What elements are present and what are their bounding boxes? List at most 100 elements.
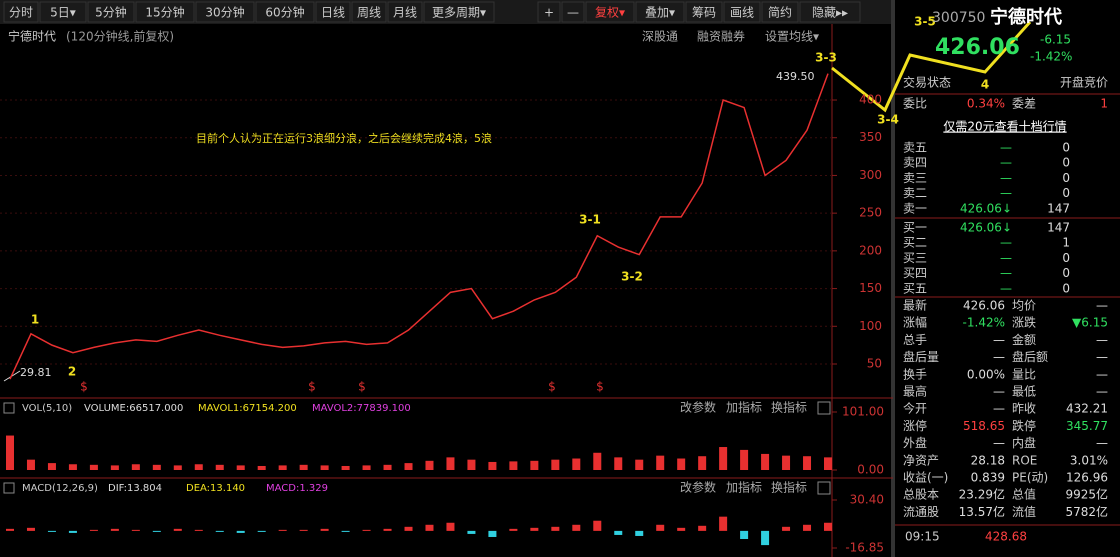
tool-button[interactable] <box>685 1 723 23</box>
book-label: 卖三 <box>903 171 927 185</box>
tool-label[interactable]: 15分钟 <box>145 5 184 20</box>
book-volume: 147 <box>1047 201 1070 215</box>
bar <box>320 528 329 531</box>
stat-label: 总股本 <box>903 488 939 502</box>
tool-button[interactable] <box>761 1 799 23</box>
bar <box>593 452 602 470</box>
bar <box>299 464 308 470</box>
bar <box>446 457 455 470</box>
panel-button[interactable]: 换指标 <box>771 480 807 495</box>
tool-button[interactable] <box>537 1 561 23</box>
panel-button[interactable]: 换指标 <box>771 400 807 415</box>
tool-label[interactable]: 5日▾ <box>50 6 76 20</box>
bar <box>530 527 539 531</box>
panel-close[interactable] <box>817 481 831 495</box>
panel-legend: MAVOL1:67154.200 <box>198 403 297 414</box>
tool-label[interactable]: + <box>544 6 554 20</box>
tool-button[interactable] <box>195 1 255 23</box>
tool-button[interactable] <box>351 1 387 23</box>
stat-label: 盘后额 <box>1012 349 1048 364</box>
tool-button[interactable] <box>39 1 87 23</box>
book-label: 卖二 <box>903 186 927 200</box>
bar <box>740 530 749 540</box>
tool-label[interactable]: 画线 <box>730 6 754 20</box>
tool-label[interactable]: 简约 <box>768 5 792 20</box>
row-value: 0.34% <box>967 97 1005 111</box>
bar <box>173 528 182 531</box>
stat-value: 28.18 <box>971 453 1005 467</box>
book-volume: 0 <box>1062 281 1070 295</box>
bar <box>572 524 581 531</box>
panel-button[interactable]: 加指标 <box>726 400 762 415</box>
panel-title: MACD(12,26,9) <box>22 483 98 494</box>
tool-label[interactable]: 更多周期▾ <box>432 6 486 20</box>
stat-value: — <box>1096 367 1108 381</box>
stat-label: 涨停 <box>903 418 927 433</box>
bar <box>341 530 350 532</box>
tool-label[interactable]: 月线 <box>393 6 417 20</box>
y-tick-label: 250 <box>859 206 882 220</box>
stat-value: — <box>993 350 1005 364</box>
panel-button[interactable]: 改参数 <box>680 400 716 415</box>
tool-label[interactable]: 筹码 <box>692 6 716 20</box>
tool-label[interactable]: 隐藏▸▸ <box>812 6 848 20</box>
bar <box>215 530 224 532</box>
book-price: — <box>1000 251 1012 265</box>
y-tick-label: 350 <box>859 130 882 144</box>
bar <box>26 527 35 531</box>
tool-button[interactable] <box>635 1 685 23</box>
stat-value: — <box>1096 350 1108 364</box>
bar <box>698 456 707 470</box>
panel-toggle[interactable] <box>3 482 15 494</box>
bar <box>110 465 119 470</box>
tool-button[interactable] <box>723 1 761 23</box>
tool-button[interactable] <box>255 1 315 23</box>
panel-button[interactable]: 改参数 <box>680 480 716 495</box>
bar <box>236 530 245 533</box>
tool-label[interactable]: 复权▾ <box>595 6 625 20</box>
stat-value: 0.00% <box>967 367 1005 381</box>
tool-label[interactable]: 5分钟 <box>95 5 127 20</box>
quote-pct: -1.42% <box>1030 50 1072 64</box>
wave-label: 4 <box>981 78 989 92</box>
signal-mark: $ <box>358 380 366 394</box>
bar <box>383 464 392 470</box>
panel-legend: DIF:13.804 <box>108 483 162 494</box>
book-price: — <box>1000 266 1012 280</box>
tool-button[interactable] <box>315 1 351 23</box>
bar <box>656 524 665 531</box>
tool-label[interactable]: 周线 <box>357 6 381 20</box>
tool-label[interactable]: 30分钟 <box>205 5 244 20</box>
panel-button[interactable]: 加指标 <box>726 480 762 495</box>
tool-button[interactable] <box>561 1 585 23</box>
tool-button[interactable] <box>799 1 861 23</box>
tool-button[interactable] <box>585 1 635 23</box>
panel-toggle[interactable] <box>3 402 15 414</box>
stat-label: 盘后量 <box>903 349 939 364</box>
book-volume: 0 <box>1062 156 1070 170</box>
tool-button[interactable] <box>87 1 135 23</box>
tool-label[interactable]: 叠加▾ <box>645 6 675 20</box>
tool-button[interactable] <box>135 1 195 23</box>
promo-link[interactable]: 仅需20元查看十档行情 <box>943 120 1066 134</box>
chart-link[interactable]: 设置均线▾ <box>765 30 819 44</box>
bar <box>6 528 14 531</box>
bar <box>68 464 77 470</box>
bar <box>278 529 287 531</box>
panel-close[interactable] <box>817 401 831 415</box>
chart-link[interactable]: 深股通 <box>642 30 678 44</box>
tool-button[interactable] <box>423 1 495 23</box>
tool-label[interactable]: — <box>567 6 579 20</box>
stat-label: PE(动) <box>1012 471 1048 485</box>
chart-link[interactable]: 融资融券 <box>697 29 745 44</box>
stat-label: ROE <box>1012 453 1037 467</box>
stat-value: — <box>993 333 1005 347</box>
tool-button[interactable] <box>3 1 39 23</box>
tool-label[interactable]: 分时 <box>9 6 33 20</box>
tool-label[interactable]: 60分钟 <box>265 5 304 20</box>
tool-button[interactable] <box>387 1 423 23</box>
panel-legend: DEA:13.140 <box>186 483 245 494</box>
bar <box>278 465 287 470</box>
tool-label[interactable]: 日线 <box>321 6 345 20</box>
